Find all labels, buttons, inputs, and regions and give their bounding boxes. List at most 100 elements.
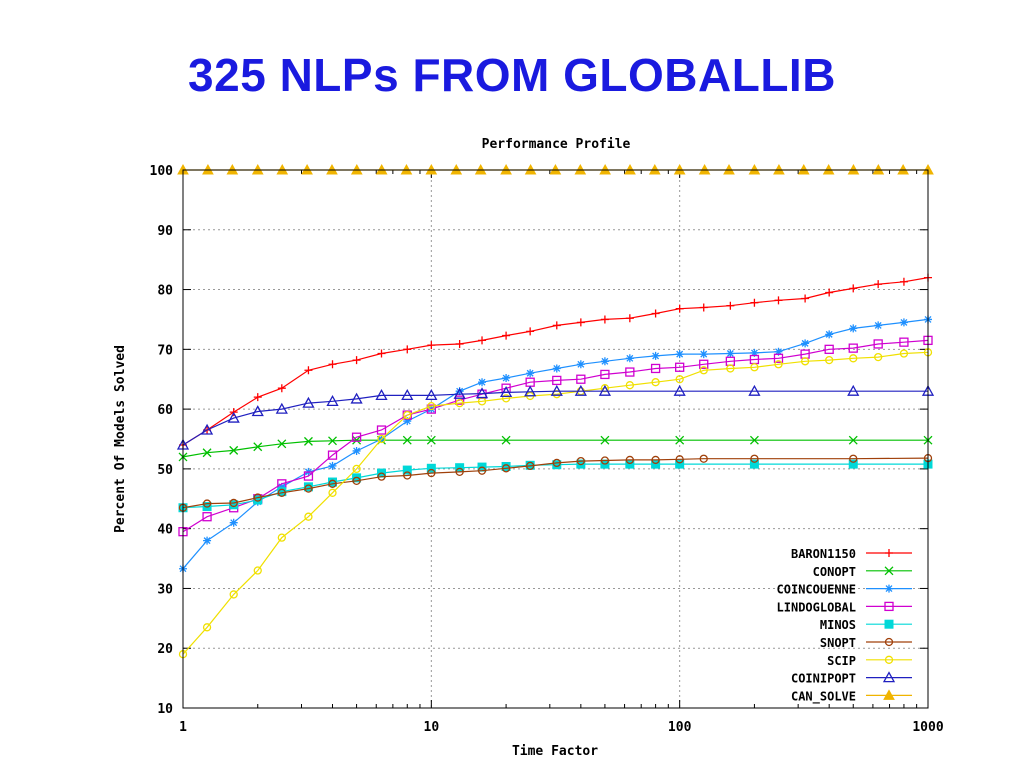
- data-point-coinipopt: [499, 386, 513, 398]
- data-point-snopt: [377, 472, 386, 481]
- data-point-conopt: [253, 442, 263, 452]
- data-point-lindoglobal: [303, 471, 314, 481]
- legend-item-minos: MINOS: [820, 618, 912, 632]
- data-point-conopt: [303, 436, 313, 446]
- data-point-snopt: [849, 454, 858, 463]
- legend-marker: [885, 549, 893, 557]
- data-point-lindoglobal: [625, 367, 635, 377]
- y-tick-label: 100: [150, 164, 174, 179]
- data-point-lindoglobal: [650, 363, 661, 374]
- data-point-baron1150: [750, 298, 759, 307]
- y-tick-label: 70: [157, 343, 173, 358]
- legend-marker: [885, 584, 893, 593]
- data-point-conopt: [501, 435, 511, 445]
- data-point-conopt: [277, 439, 287, 449]
- data-point-conopt: [402, 435, 412, 445]
- data-point-snopt: [526, 461, 535, 471]
- y-tick-label: 90: [157, 224, 173, 239]
- data-point-lindoglobal: [600, 369, 610, 380]
- data-point-lindoglobal: [675, 362, 685, 372]
- data-point-minos: [501, 461, 511, 471]
- data-point-lindoglobal: [426, 404, 436, 414]
- data-point-coincouenne: [229, 518, 238, 527]
- data-point-lindoglobal: [848, 343, 858, 353]
- data-point-lindoglobal: [454, 395, 465, 405]
- legend-marker: [884, 655, 894, 664]
- legend-label: LINDOGLOBAL: [777, 600, 856, 614]
- data-point-scip: [352, 464, 361, 474]
- y-tick-label: 80: [157, 284, 173, 299]
- legend-item-baron1150: BARON1150: [791, 547, 912, 561]
- data-point-lindoglobal: [576, 374, 586, 384]
- data-point-coinipopt: [453, 387, 466, 399]
- data-point-baron1150: [675, 304, 684, 313]
- data-point-coincouenne: [502, 374, 511, 383]
- y-axis-label: Percent Of Models Solved: [113, 345, 128, 533]
- data-point-snopt: [477, 466, 487, 475]
- data-point-baron1150: [651, 309, 660, 318]
- data-point-lindoglobal: [376, 425, 387, 435]
- data-point-coinipopt: [524, 385, 537, 397]
- data-point-snopt: [625, 455, 634, 465]
- y-tick-label: 10: [157, 702, 173, 717]
- chart-title: Performance Profile: [482, 137, 631, 152]
- data-point-coincouenne: [801, 339, 810, 348]
- series-coinipopt: [176, 384, 935, 450]
- data-point-minos: [253, 495, 263, 505]
- x-tick-label: 1000: [912, 720, 943, 735]
- data-point-lindoglobal: [899, 337, 909, 347]
- data-point-snopt: [600, 456, 610, 465]
- legend-label: BARON1150: [791, 547, 856, 561]
- data-point-coincouenne: [726, 349, 735, 358]
- data-point-coinipopt: [550, 384, 563, 396]
- data-point-baron1150: [774, 296, 783, 305]
- x-tick-label: 100: [668, 720, 692, 735]
- data-point-coinipopt: [302, 396, 315, 408]
- legend-label: CONOPT: [813, 565, 856, 579]
- data-point-snopt: [552, 458, 561, 468]
- data-point-lindoglobal: [351, 432, 362, 442]
- data-point-conopt: [600, 435, 610, 445]
- series-line-scip: [182, 351, 929, 655]
- series-line-conopt: [182, 439, 928, 458]
- data-point-baron1150: [874, 280, 883, 289]
- data-point-scip: [726, 364, 735, 373]
- data-point-coincouenne: [625, 354, 634, 363]
- data-point-scip: [774, 360, 783, 369]
- data-point-snopt: [403, 471, 412, 480]
- data-point-coincouenne: [699, 350, 708, 359]
- legend-item-scip: SCIP: [827, 654, 912, 668]
- data-point-scip: [625, 381, 634, 390]
- legend-marker: [884, 601, 894, 612]
- legend-marker: [884, 637, 894, 647]
- data-point-baron1150: [478, 336, 487, 345]
- data-point-lindoglobal: [202, 512, 212, 522]
- legend-item-conopt: CONOPT: [813, 565, 912, 579]
- data-point-coinipopt: [574, 384, 587, 396]
- data-point-coincouenne: [455, 387, 464, 396]
- data-point-coincouenne: [328, 461, 337, 470]
- legend-label: COINCOUENNE: [777, 583, 856, 597]
- data-point-scip: [427, 401, 436, 411]
- data-point-baron1150: [726, 301, 735, 310]
- data-point-snopt: [202, 499, 212, 508]
- y-tick-label: 60: [157, 403, 173, 418]
- data-point-coinipopt: [227, 411, 240, 423]
- y-tick-label: 20: [157, 642, 173, 657]
- series-line-minos: [182, 463, 928, 509]
- data-point-baron1150: [825, 288, 834, 297]
- data-point-minos: [426, 463, 436, 473]
- data-point-coinipopt: [748, 384, 761, 396]
- data-point-lindoglobal: [773, 353, 784, 363]
- x-axis-label: Time Factor: [512, 744, 598, 759]
- data-point-coincouenne: [675, 350, 684, 359]
- series-lindoglobal: [178, 335, 933, 537]
- data-point-snopt: [651, 455, 660, 465]
- data-point-baron1150: [502, 331, 511, 340]
- data-point-baron1150: [625, 314, 634, 323]
- data-point-baron1150: [899, 277, 908, 286]
- data-point-snopt: [501, 464, 511, 473]
- data-point-minos: [402, 465, 412, 475]
- data-point-baron1150: [849, 284, 858, 293]
